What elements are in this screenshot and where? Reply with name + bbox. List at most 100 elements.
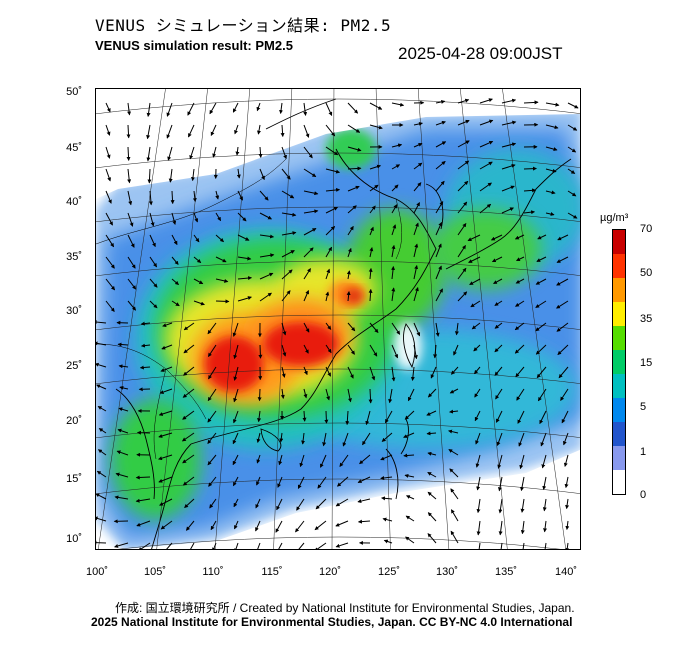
wind-arrow [96,493,107,500]
wind-arrow [257,388,262,402]
wind-arrow [325,268,331,280]
wind-arrow [115,472,129,478]
wind-arrow [345,410,350,426]
wind-arrow [160,520,173,530]
wind-arrow [380,454,393,461]
wind-arrow [413,162,423,170]
graticule [96,89,580,549]
wind-arrow [567,190,577,197]
wind-arrow [96,320,107,325]
wind-arrow [391,102,405,107]
wind-arrow [158,410,173,416]
wind-arrow [210,124,217,137]
wind-arrow [427,491,437,500]
wind-arrow [474,366,481,375]
wind-arrow [381,432,393,442]
wind-arrow [474,410,481,422]
wind-arrow [322,432,327,447]
wind-arrow [391,224,397,236]
wind-arrow [127,190,133,206]
wind-arrow [556,256,569,263]
wind-arrow [182,410,195,420]
colorbar [612,229,626,495]
wind-arrow [391,204,398,214]
lon-label-140: 140˚ [554,566,578,578]
wind-arrow [166,124,173,139]
latitude-line [117,536,561,549]
pm25-map [95,88,581,550]
wind-arrow [535,300,547,308]
wind-arrow [359,454,371,465]
wind-arrow [362,432,371,446]
wind-arrow [315,498,327,510]
wind-arrow [126,124,131,139]
wind-arrow [545,102,560,107]
wind-arrow [98,428,107,434]
longitude-line [460,89,508,549]
wind-arrow [449,409,459,414]
wind-arrow [368,388,373,404]
wind-arrow [324,410,329,424]
wind-arrow [325,168,341,174]
wind-arrow [140,343,151,348]
wind-arrow [96,362,107,368]
wind-arrow [105,256,115,269]
wind-arrow [405,515,415,522]
wind-arrow [127,278,137,290]
wind-arrow [119,385,129,390]
wind-arrow [234,542,239,549]
wind-arrow [281,250,295,258]
concentration-field [96,89,580,549]
wind-arrow [259,253,275,258]
wind-arrow [380,476,393,480]
wind-arrow [388,388,393,404]
wind-arrow [476,520,481,536]
wind-arrow [137,542,151,549]
wind-arrow [369,366,376,381]
wind-arrow [183,322,195,331]
wind-arrow [278,542,283,549]
wind-arrow [449,468,459,478]
wind-arrow [391,344,399,359]
wind-arrow [237,234,250,241]
wind-arrow [135,475,151,480]
lon-label-115: 115˚ [261,566,283,578]
wind-arrow [522,542,525,549]
wind-arrow [515,278,525,284]
wind-arrow [495,388,503,400]
wind-arrow [303,209,319,214]
wind-arrow [277,476,283,488]
wind-arrow [259,190,269,201]
wind-arrow [149,256,158,268]
wind-arrow [166,102,173,117]
wind-arrow [171,234,178,246]
wind-arrow [545,190,556,195]
wind-arrow [450,366,459,375]
wind-arrow [114,542,129,548]
wind-arrow [498,498,503,514]
wind-arrow [347,344,355,355]
wind-arrow [207,410,217,423]
wind-arrow [473,344,481,352]
wind-arrow [427,512,437,522]
wind-arrow [237,256,252,261]
wind-arrow [117,428,129,434]
wind-arrow [426,410,437,416]
wind-arrow [149,212,155,227]
wind-arrow [96,540,107,545]
wind-arrow [303,146,313,159]
wind-arrow [207,322,217,335]
wind-arrow [279,432,284,443]
wind-arrow [468,256,481,263]
wind-arrow [493,278,503,285]
wind-arrow [118,407,129,412]
wind-arrow [158,454,173,461]
wind-arrow [105,146,111,159]
wind-arrow [303,344,309,354]
wind-arrow [347,102,359,114]
wind-arrow [127,168,132,184]
lat-label-35: 35˚ [66,251,82,263]
lon-label-130: 130˚ [435,566,459,578]
wind-arrow [542,498,547,512]
wind-arrow [325,102,333,117]
